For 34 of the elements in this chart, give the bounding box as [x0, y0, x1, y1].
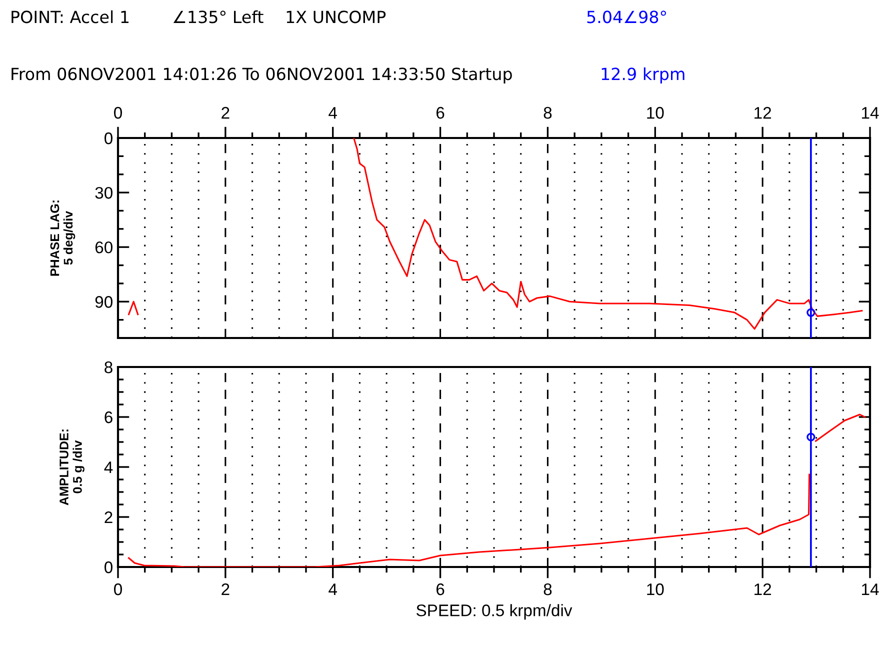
- x-tick-label: 10: [647, 583, 664, 596]
- text: POINT: Accel 1: [12, 10, 128, 24]
- x-tick-label: 6: [436, 583, 444, 596]
- x-tick-label: 4: [328, 584, 338, 596]
- x-axis-title: SPEED: 0.5 krpm/div: [416, 604, 572, 620]
- y-tick-label: 2: [104, 511, 112, 524]
- text: From 06NOV2001 14:01:26 To 06NOV2001 14:33:50 Startup: [12, 68, 512, 84]
- x-tick-label: 2: [222, 106, 230, 119]
- y-tick-label: 6: [104, 411, 112, 424]
- x-tick-label: 14: [862, 107, 879, 119]
- y-tick-label: 30: [95, 186, 112, 199]
- x-tick-label: 6: [436, 106, 444, 119]
- x-tick-label: 12: [754, 583, 772, 596]
- x-tick-label: 14: [862, 584, 879, 596]
- y-tick-label: 4: [104, 462, 113, 474]
- y-axis-title: PHASE LAG: 5 deg/div: [50, 200, 76, 276]
- text: 5.04∠98°: [587, 10, 666, 24]
- y-tick-label: 0: [104, 561, 112, 574]
- x-tick-label: 0: [114, 583, 122, 596]
- x-tick-label: 0: [114, 106, 122, 119]
- text: 12.9 krpm: [602, 67, 684, 84]
- y-axis-title: AMPLITUDE: 0.5 g /div: [60, 430, 84, 506]
- x-tick-label: 8: [544, 106, 552, 119]
- x-tick-label: 12: [754, 106, 772, 119]
- y-tick-label: 0: [104, 132, 112, 144]
- y-tick-label: 60: [95, 241, 112, 254]
- y-tick-label: 90: [95, 296, 112, 308]
- x-tick-label: 4: [328, 107, 338, 119]
- x-tick-label: 2: [222, 583, 230, 596]
- text: ∠135° Left: [173, 10, 264, 24]
- x-tick-label: 10: [647, 106, 664, 119]
- x-tick-label: 8: [544, 583, 552, 596]
- y-tick-label: 8: [104, 361, 112, 374]
- text: 1X UNCOMP: [286, 10, 386, 24]
